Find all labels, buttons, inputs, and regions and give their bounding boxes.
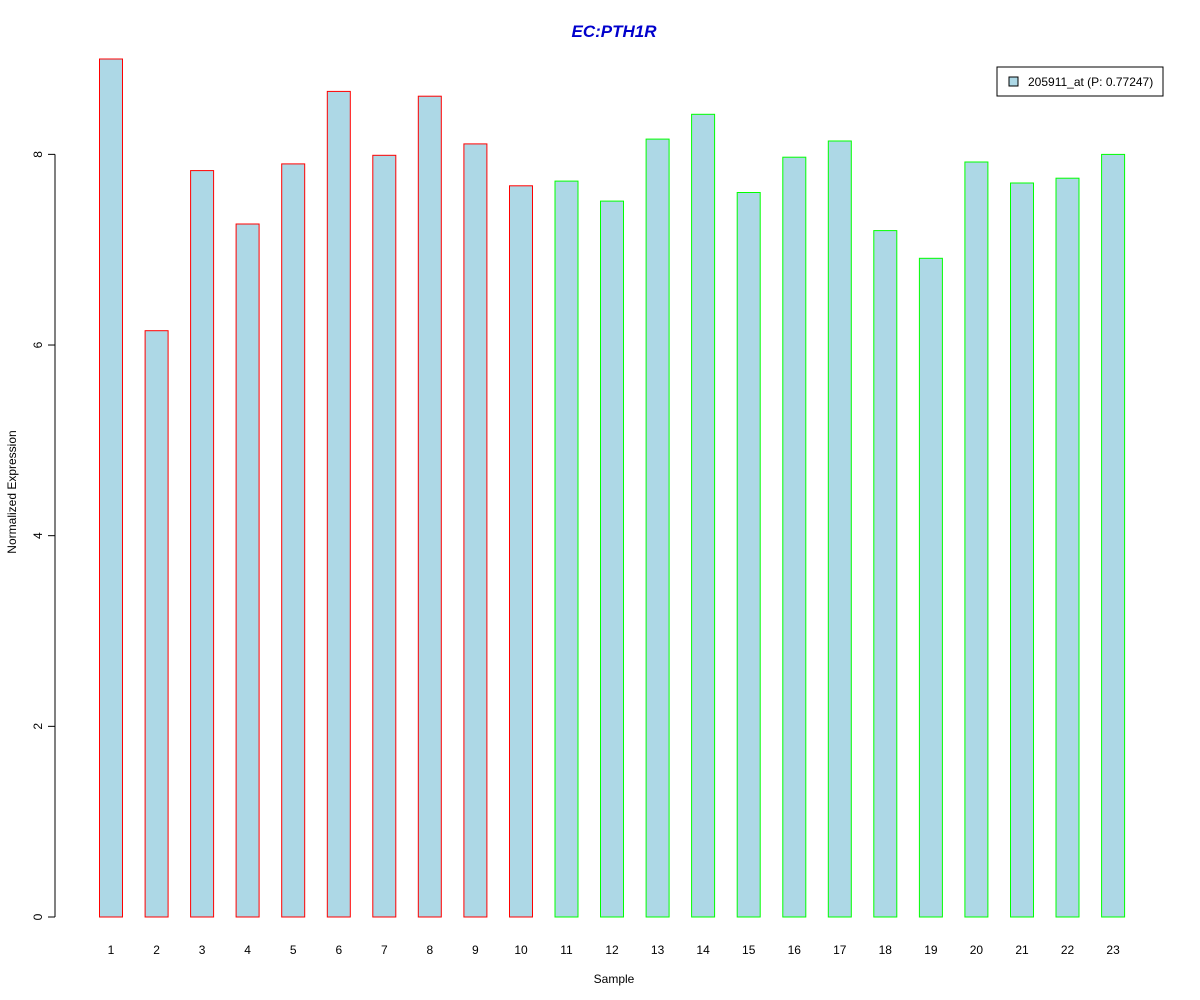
- x-axis-label: Sample: [594, 972, 635, 986]
- bar-sample-18: [873, 230, 898, 918]
- x-axis-tick-label: 5: [290, 943, 297, 957]
- x-axis-tick-label: 15: [742, 943, 756, 957]
- bar-sample-6: [326, 90, 351, 918]
- x-axis-tick-label: 21: [1015, 943, 1029, 957]
- bar-sample-10: [509, 185, 533, 918]
- x-axis-tick-label: 10: [514, 943, 528, 957]
- bar-sample-9: [463, 143, 488, 918]
- legend-swatch: [1008, 76, 1019, 87]
- bar-sample-1: [99, 58, 123, 918]
- x-axis-tick-label: 19: [924, 943, 938, 957]
- bars: [99, 58, 1126, 918]
- x-axis-tick-label: 9: [472, 943, 479, 957]
- x-axis-tick-label: 18: [879, 943, 893, 957]
- y-axis-tick-label: 0: [31, 913, 45, 920]
- y-axis-tick-label: 4: [31, 532, 45, 539]
- bar-sample-12: [600, 200, 624, 918]
- x-axis-tick-label: 17: [833, 943, 847, 957]
- x-axis-tick-label: 6: [335, 943, 342, 957]
- legend-label: 205911_at (P: 0.77247): [1028, 75, 1153, 89]
- bar-sample-15: [736, 192, 761, 918]
- y-axis-label: Normalized Expression: [5, 430, 19, 553]
- bar-sample-5: [281, 163, 306, 918]
- bar-sample-7: [372, 154, 397, 918]
- x-axis-tick-labels: 1 2 3 4 5 6 7 8 9 10 11 12 13 14 15 16 17 18 19 20 21 22 23: [108, 943, 1120, 957]
- x-axis-tick-label: 3: [199, 943, 206, 957]
- x-axis-tick-label: 14: [696, 943, 710, 957]
- bar-sample-19: [918, 257, 943, 918]
- x-axis-tick-label: 2: [153, 943, 160, 957]
- y-axis-tick-label: 2: [31, 723, 45, 730]
- bar-sample-16: [782, 156, 807, 918]
- bar-sample-13: [645, 138, 670, 918]
- bar-sample-11: [554, 180, 579, 918]
- x-axis-tick-label: 1: [108, 943, 115, 957]
- bar-sample-22: [1055, 177, 1080, 918]
- x-axis-tick-label: 13: [651, 943, 665, 957]
- x-axis-tick-label: 8: [426, 943, 433, 957]
- legend-box: [996, 66, 1164, 97]
- x-axis-tick-label: 4: [244, 943, 251, 957]
- bar-sample-8: [417, 95, 442, 918]
- x-axis-tick-label: 12: [605, 943, 619, 957]
- x-axis-tick-label: 16: [788, 943, 802, 957]
- bar-sample-2: [144, 330, 169, 918]
- bar-sample-20: [964, 161, 989, 918]
- y-axis: 0 2 4 6 8: [31, 151, 56, 920]
- bar-sample-17: [827, 140, 852, 918]
- y-axis-tick-label: 8: [31, 151, 45, 158]
- bar-sample-3: [190, 170, 215, 918]
- bar-sample-14: [691, 113, 716, 918]
- x-axis-tick-label: 11: [560, 943, 573, 957]
- bar-sample-21: [1010, 182, 1034, 918]
- chart-title: EC:PTH1R: [571, 22, 657, 41]
- x-axis-tick-label: 23: [1106, 943, 1120, 957]
- x-axis-tick-label: 7: [381, 943, 388, 957]
- bar-sample-23: [1101, 153, 1126, 918]
- x-axis-tick-label: 20: [970, 943, 984, 957]
- x-axis-tick-label: 22: [1061, 943, 1075, 957]
- y-axis-tick-label: 6: [31, 341, 45, 348]
- bar-sample-4: [235, 223, 260, 918]
- legend: 205911_at (P: 0.77247): [996, 66, 1164, 97]
